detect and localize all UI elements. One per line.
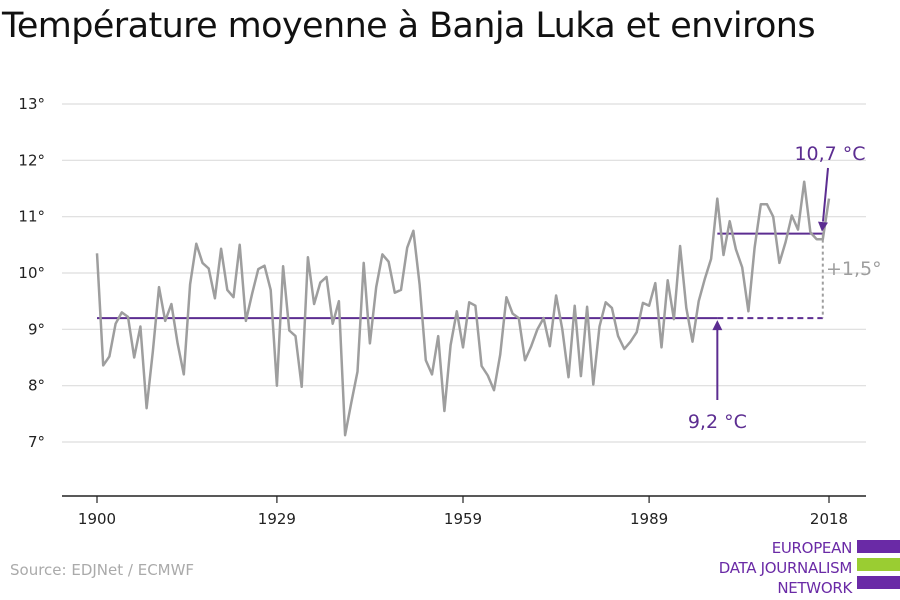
logo-line-2: DATA JOURNALISM (718, 559, 853, 577)
y-tick-label-10: 10° (18, 264, 45, 282)
recent-mean-arrow-head (818, 221, 828, 232)
y-tick-label-8: 8° (28, 377, 45, 395)
logo-bar-bottom (857, 576, 900, 589)
x-tick-label-1989: 1989 (630, 510, 668, 528)
grid-lines (62, 103, 866, 443)
y-tick-label-7: 7° (28, 433, 45, 451)
recent-mean-label: 10,7 °C (794, 143, 865, 165)
difference-label: +1,5° (826, 258, 882, 280)
y-tick-label-12: 12° (18, 151, 45, 169)
logo-line-1: EUROPEAN (771, 539, 853, 557)
baseline-arrow-head (712, 320, 723, 331)
logo-line-3: NETWORK (777, 579, 852, 597)
logo-bar-top (857, 540, 900, 553)
source-note: Source: EDJNet / ECMWF (10, 561, 195, 579)
y-tick-label-13: 13° (18, 95, 45, 113)
x-tick-label-1929: 1929 (258, 510, 296, 528)
annotations (97, 232, 824, 320)
logo-bar-middle (857, 558, 900, 571)
x-axis: 1900 1929 1959 1989 2018 (62, 495, 866, 528)
x-tick-label-1959: 1959 (444, 510, 482, 528)
recent-mean-arrow-shaft (822, 167, 829, 222)
chart-title: Température moyenne à Banja Luka et envi… (2, 6, 816, 46)
y-tick-label-9: 9° (28, 320, 45, 338)
y-tick-label-11: 11° (18, 208, 45, 226)
annotation-labels: 9,2 °C 10,7 °C +1,5° (688, 143, 882, 433)
edjnet-logo: EUROPEAN DATA JOURNALISM NETWORK (700, 539, 900, 597)
temperature-series-line (95, 180, 831, 437)
x-tick-label-1900: 1900 (78, 510, 116, 528)
series-group (95, 180, 831, 437)
y-axis-tick-labels: 7° 8° 9° 10° 11° 12° 13° (18, 95, 45, 451)
x-tick-label-2018: 2018 (810, 510, 848, 528)
baseline-label: 9,2 °C (688, 411, 747, 433)
